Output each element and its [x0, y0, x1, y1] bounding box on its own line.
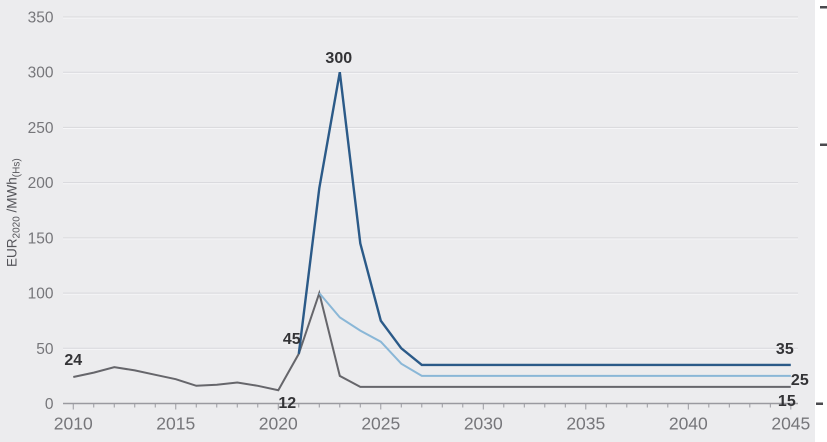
x-tick-label: 2025: [361, 414, 400, 434]
y-tick-label: 0: [45, 396, 54, 413]
x-tick-label: 2030: [464, 414, 503, 434]
data-label-12: 12: [278, 395, 296, 412]
edge-mark: [820, 6, 827, 9]
x-tick-label: 2040: [669, 414, 708, 434]
x-tick-label: 2010: [54, 414, 93, 434]
y-tick-label: 100: [28, 286, 54, 303]
data-label-45: 45: [283, 331, 301, 348]
data-label-300: 300: [325, 50, 352, 67]
y-tick-label: 350: [28, 10, 54, 27]
x-tick-label: 2035: [566, 414, 605, 434]
y-tick-label: 200: [28, 175, 54, 192]
y-axis-title: EUR2020 /MWh(Hs): [5, 158, 23, 267]
y-tick-label: 250: [28, 120, 54, 137]
data-label-35: 35: [776, 341, 794, 358]
x-tick-label: 2045: [771, 414, 810, 434]
y-tick-label: 150: [28, 230, 54, 247]
series-line-mid-scenario: [318, 292, 791, 377]
series-line-high-scenario: [297, 71, 791, 367]
y-tick-label: 300: [28, 65, 54, 82]
edge-mark: [816, 402, 823, 405]
data-label-25: 25: [791, 372, 809, 389]
edge-mark: [820, 143, 827, 146]
x-tick-label: 2015: [156, 414, 195, 434]
data-label-24: 24: [64, 352, 82, 369]
series-line-low-scenario: [73, 289, 791, 392]
y-tick-label: 50: [36, 341, 54, 358]
x-tick-label: 2020: [259, 414, 298, 434]
data-label-15: 15: [778, 393, 796, 410]
